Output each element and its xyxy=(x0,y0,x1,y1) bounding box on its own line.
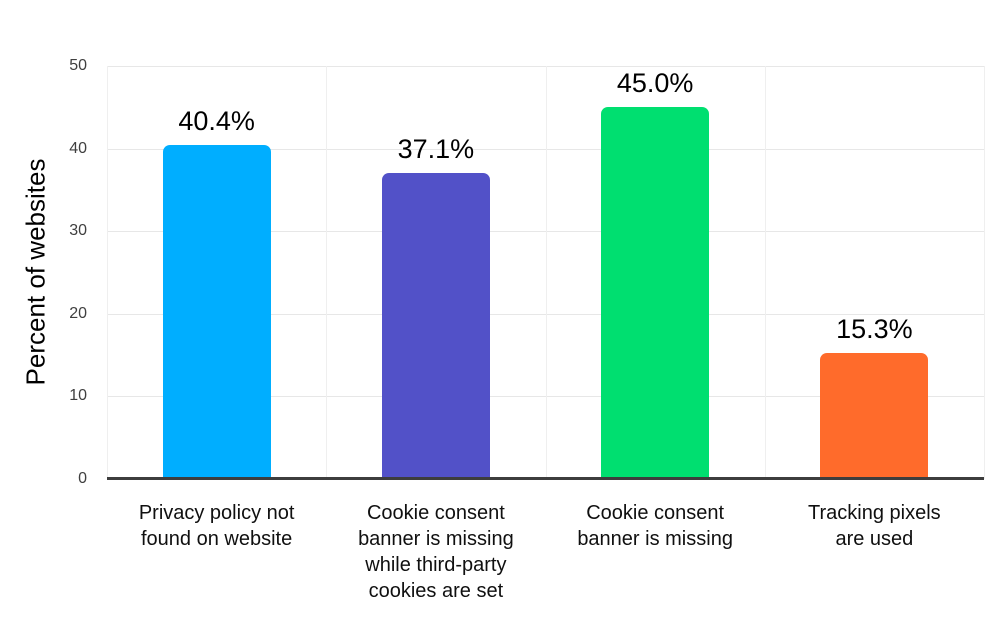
plot-area: 40.4% 37.1% 45.0% 15.3% xyxy=(107,66,985,480)
bar-value-label: 40.4% xyxy=(178,106,255,137)
y-tick-label: 40 xyxy=(69,139,87,157)
bar xyxy=(381,172,490,479)
y-tick-label: 10 xyxy=(69,387,87,405)
bar xyxy=(601,107,710,479)
x-category-label: Cookie consent banner is missing while t… xyxy=(358,502,514,602)
x-category-label: Privacy policy not found on website xyxy=(138,502,295,550)
gridline-v xyxy=(984,66,985,479)
gridline-v xyxy=(326,66,328,479)
y-tick-label: 50 xyxy=(69,57,87,74)
y-tick-label: 30 xyxy=(69,222,87,240)
y-tick-label: 0 xyxy=(78,470,87,487)
x-axis-line xyxy=(107,477,984,480)
gridline-v xyxy=(764,66,766,479)
gridline-v xyxy=(107,66,108,479)
bar-value-label: 45.0% xyxy=(616,68,694,99)
y-tick-label: 20 xyxy=(69,304,87,322)
bar xyxy=(162,145,271,479)
x-category-label: Tracking pixels are used xyxy=(808,502,941,550)
bar-value-label: 37.1% xyxy=(397,133,475,164)
y-axis-title: Percent of websites xyxy=(20,158,51,386)
x-category-label: Cookie consent banner is missing xyxy=(577,502,733,550)
bar xyxy=(820,352,929,479)
bar-value-label: 15.3% xyxy=(836,313,913,344)
gridline-v xyxy=(545,66,547,479)
